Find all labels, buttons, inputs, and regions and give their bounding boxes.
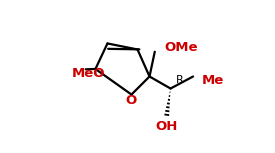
- Text: OMe: OMe: [164, 41, 198, 54]
- Text: MeO: MeO: [72, 67, 106, 80]
- Text: Me: Me: [201, 74, 224, 87]
- Text: O: O: [126, 94, 137, 107]
- Text: OH: OH: [156, 120, 178, 132]
- Text: R: R: [176, 75, 183, 85]
